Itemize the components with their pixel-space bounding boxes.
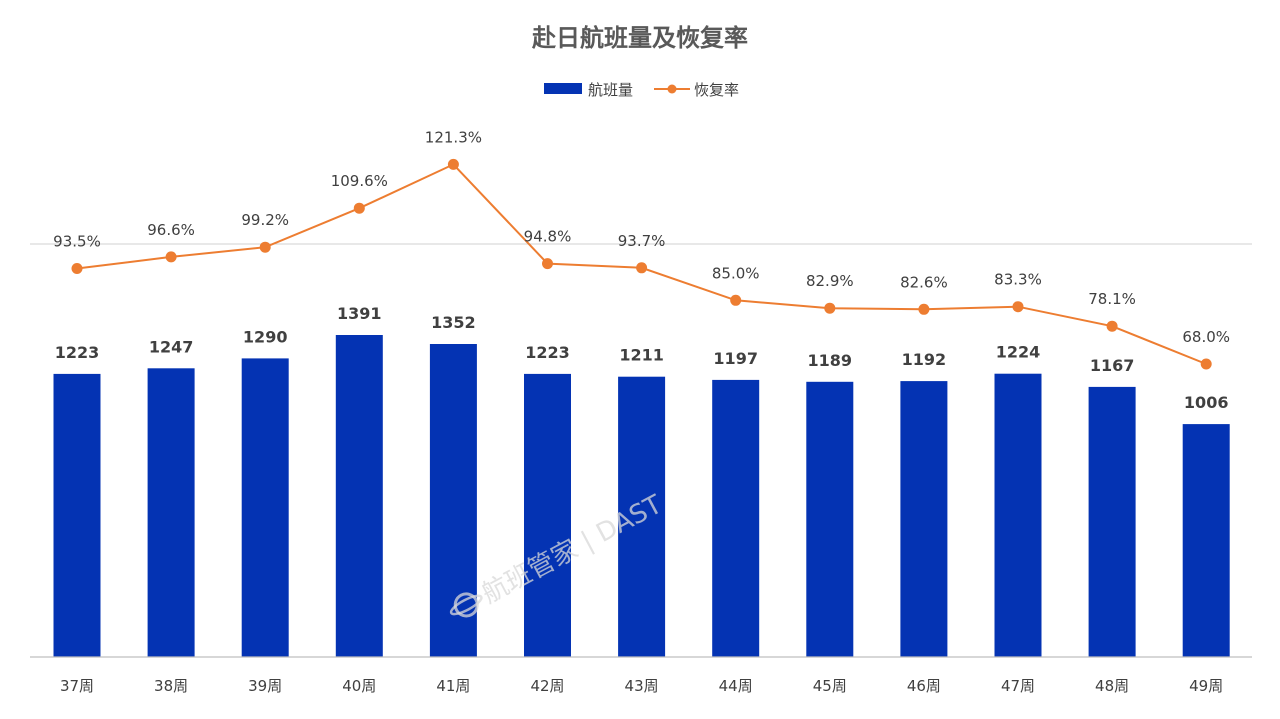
rate-point-40周 (353, 202, 365, 214)
legend-label-flights: 航班量 (588, 81, 633, 99)
bar-label-41周: 1352 (431, 313, 476, 332)
x-tick-37周: 37周 (60, 677, 94, 695)
bar-label-46周: 1192 (902, 350, 947, 369)
rate-label-44周: 85.0% (712, 264, 760, 282)
rate-label-46周: 82.6% (900, 273, 948, 291)
rate-label-43周: 93.7% (618, 232, 666, 250)
rate-label-47周: 83.3% (994, 271, 1042, 289)
rate-label-38周: 96.6% (147, 221, 195, 239)
legend-swatch-flights (544, 83, 582, 94)
rate-point-39周 (259, 241, 271, 253)
bar-46周 (900, 381, 948, 657)
bar-39周 (241, 358, 289, 657)
rate-point-41周 (447, 158, 459, 170)
x-tick-38周: 38周 (154, 677, 188, 695)
bar-43周 (618, 376, 666, 657)
bar-label-42周: 1223 (525, 343, 570, 362)
bar-label-37周: 1223 (55, 343, 100, 362)
x-tick-45周: 45周 (813, 677, 847, 695)
bar-label-39周: 1290 (243, 327, 288, 346)
rate-point-44周 (730, 294, 742, 306)
rate-point-38周 (165, 251, 177, 263)
rate-label-37周: 93.5% (53, 233, 101, 251)
bar-label-40周: 1391 (337, 304, 382, 323)
bar-label-43周: 1211 (619, 346, 664, 365)
rate-value-labels: 93.5% 96.6% 99.2% 109.6% 121.3% 94.8% 93.7% 85.… (53, 128, 1230, 346)
bar-value-labels: 1223 1247 1290 1391 1352 1223 1211 1197 1189 1192… (55, 304, 1229, 412)
x-tick-39周: 39周 (248, 677, 282, 695)
bar-40周 (335, 335, 383, 657)
bar-37周 (53, 373, 101, 657)
bar-label-38周: 1247 (149, 337, 194, 356)
x-tick-49周: 49周 (1189, 677, 1223, 695)
x-tick-42周: 42周 (530, 677, 564, 695)
rate-label-40周: 109.6% (331, 172, 388, 190)
rate-point-46周 (918, 303, 930, 315)
rate-point-42周 (542, 258, 553, 270)
bar-49周 (1182, 424, 1230, 657)
bar-41周 (429, 344, 477, 657)
rate-point-48周 (1106, 320, 1118, 332)
rate-point-43周 (636, 262, 648, 274)
x-tick-43周: 43周 (625, 677, 659, 695)
rate-label-39周: 99.2% (241, 211, 289, 229)
x-tick-47周: 47周 (1001, 677, 1035, 695)
rate-label-48周: 78.1% (1088, 290, 1136, 308)
bar-45周 (806, 381, 854, 657)
legend-swatch-rate-marker (667, 84, 677, 94)
bar-label-45周: 1189 (808, 351, 853, 370)
bar-48周 (1088, 386, 1136, 657)
rate-line-series (71, 158, 1212, 370)
chart-title: 赴日航班量及恢复率 (531, 24, 748, 52)
bar-38周 (147, 368, 195, 657)
bar-42周 (524, 373, 571, 657)
rate-point-37周 (71, 263, 83, 274)
bar-label-48周: 1167 (1090, 356, 1135, 375)
bar-label-44周: 1197 (713, 349, 758, 368)
bar-label-49周: 1006 (1184, 393, 1229, 412)
x-tick-44周: 44周 (719, 677, 753, 695)
rate-point-47周 (1012, 301, 1024, 313)
x-tick-40周: 40周 (342, 677, 376, 695)
legend-label-rate: 恢复率 (694, 81, 739, 99)
bar-label-47周: 1224 (996, 343, 1041, 362)
rate-label-42周: 94.8% (524, 228, 572, 246)
legend: 航班量 恢复率 (544, 81, 739, 99)
x-tick-48周: 48周 (1095, 677, 1129, 695)
x-tick-46周: 46周 (907, 677, 941, 695)
bar-44周 (712, 379, 760, 657)
x-tick-41周: 41周 (436, 677, 470, 695)
rate-label-41周: 121.3% (425, 128, 482, 146)
x-axis-tick-labels: 37周 38周 39周 40周 41周 42周 43周 44周 45周 46周 47周 48周 49周 (60, 677, 1223, 695)
rate-label-45周: 82.9% (806, 272, 854, 290)
rate-point-45周 (824, 302, 836, 314)
bar-47周 (994, 373, 1042, 657)
rate-label-49周: 68.0% (1182, 328, 1230, 346)
bar-series (53, 335, 1230, 657)
rate-point-49周 (1200, 358, 1212, 370)
planet-logo-icon (449, 592, 483, 618)
